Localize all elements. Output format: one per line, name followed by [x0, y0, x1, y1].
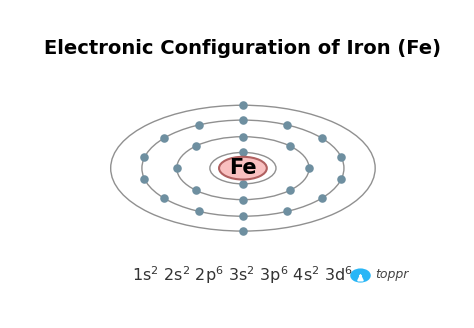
Point	[239, 150, 246, 155]
Point	[283, 209, 291, 214]
Point	[337, 155, 345, 160]
Point	[141, 155, 148, 160]
Point	[195, 122, 203, 128]
Point	[173, 166, 181, 171]
Point	[239, 214, 246, 219]
Point	[239, 181, 246, 187]
Point	[239, 197, 246, 202]
Point	[160, 135, 168, 141]
Point	[286, 143, 293, 149]
Point	[192, 188, 200, 193]
Point	[160, 195, 168, 201]
Ellipse shape	[219, 157, 267, 179]
Point	[283, 122, 291, 128]
Point	[305, 166, 313, 171]
Point	[239, 117, 246, 123]
Text: $\mathregular{1s^{2}\ 2s^{2}\ 2p^{6}\ 3s^{2}\ 3p^{6}\ 4s^{2}\ 3d^{6}}$: $\mathregular{1s^{2}\ 2s^{2}\ 2p^{6}\ 3s…	[132, 264, 354, 286]
Point	[337, 176, 345, 181]
Point	[318, 195, 326, 201]
Text: Fe: Fe	[229, 158, 257, 178]
Point	[286, 188, 293, 193]
Point	[141, 176, 148, 181]
Point	[239, 229, 246, 234]
Point	[318, 135, 326, 141]
Point	[195, 209, 203, 214]
Point	[239, 103, 246, 108]
Point	[192, 143, 200, 149]
Text: Electronic Configuration of Iron (Fe): Electronic Configuration of Iron (Fe)	[45, 39, 441, 58]
Point	[239, 134, 246, 139]
